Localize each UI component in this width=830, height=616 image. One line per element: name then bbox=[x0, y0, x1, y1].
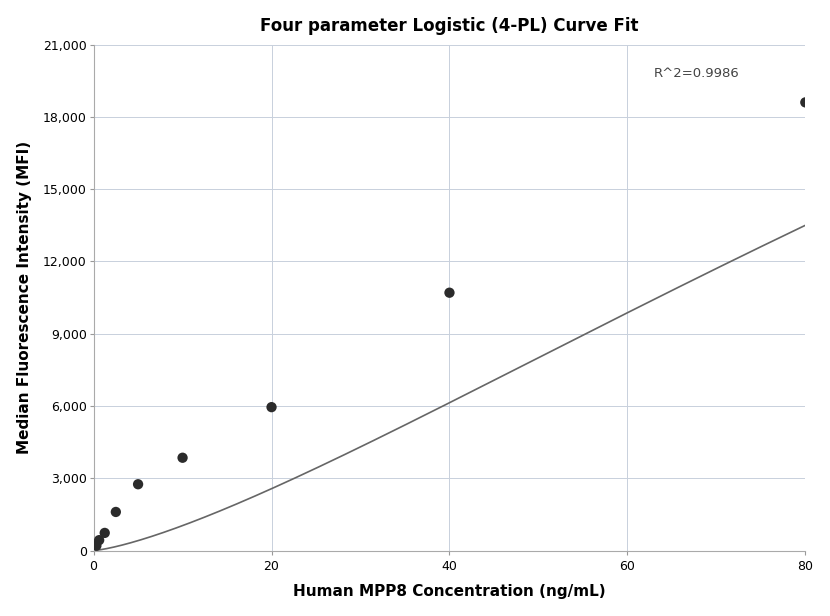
Point bbox=[798, 97, 812, 107]
Title: Four parameter Logistic (4-PL) Curve Fit: Four parameter Logistic (4-PL) Curve Fit bbox=[261, 17, 639, 34]
Point bbox=[110, 507, 123, 517]
Point bbox=[90, 541, 103, 551]
Point bbox=[443, 288, 457, 298]
Point bbox=[131, 479, 144, 489]
Point bbox=[98, 528, 111, 538]
Point bbox=[92, 535, 105, 545]
X-axis label: Human MPP8 Concentration (ng/mL): Human MPP8 Concentration (ng/mL) bbox=[293, 585, 606, 599]
Point bbox=[265, 402, 278, 412]
Point bbox=[176, 453, 189, 463]
Text: R^2=0.9986: R^2=0.9986 bbox=[654, 67, 740, 80]
Y-axis label: Median Fluorescence Intensity (MFI): Median Fluorescence Intensity (MFI) bbox=[17, 141, 32, 454]
